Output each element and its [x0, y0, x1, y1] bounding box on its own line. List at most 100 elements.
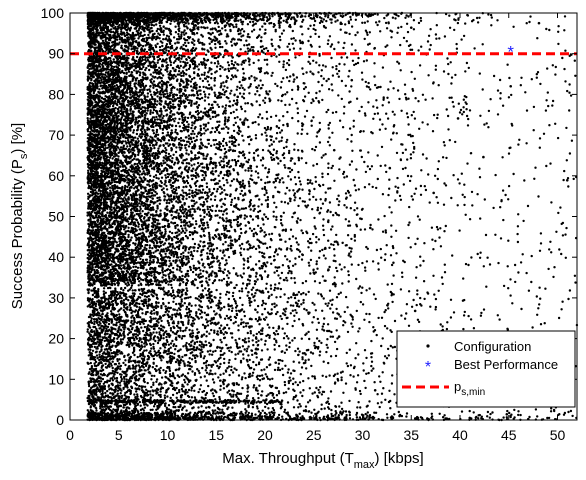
x-axis-label-sub: max	[354, 459, 375, 471]
configuration-point	[164, 102, 167, 105]
x-tick-label: 10	[160, 427, 176, 443]
configuration-point	[162, 344, 165, 347]
point-cloud	[86, 11, 579, 422]
configuration-point	[222, 379, 226, 382]
configuration-point	[105, 255, 109, 258]
y-axis-ticks: 0 10 20 30 40 50 60 70 80 90 100	[41, 5, 577, 428]
configuration-point	[175, 245, 179, 249]
configuration-point	[190, 199, 194, 202]
x-tick-label: 20	[257, 427, 273, 443]
configuration-point	[147, 366, 151, 369]
y-tick-label: 50	[48, 209, 64, 225]
legend-best-performance-marker: *	[425, 359, 431, 376]
configuration-point	[170, 165, 173, 169]
configuration-point	[123, 179, 126, 183]
configuration-point	[286, 122, 289, 126]
configuration-point	[96, 124, 100, 128]
configuration-point	[509, 84, 512, 88]
y-axis-label-main: Success Probability (P	[9, 159, 26, 309]
x-axis-ticks: 0 5 10 15 20 25 30 35 40 45 50	[66, 13, 565, 443]
configuration-point	[135, 301, 138, 305]
configuration-point	[268, 400, 272, 404]
y-tick-label: 70	[48, 127, 64, 143]
configuration-point	[88, 399, 91, 403]
configuration-point	[144, 237, 148, 240]
configuration-point	[182, 71, 186, 75]
legend-configuration-label: Configuration	[454, 339, 531, 354]
configuration-point	[127, 264, 130, 268]
configuration-point-cloud	[86, 11, 579, 422]
x-tick-label: 15	[208, 427, 224, 443]
configuration-point	[119, 222, 122, 225]
legend-ps-min-label-main: p	[454, 379, 461, 394]
configuration-point	[207, 18, 210, 22]
y-axis-label: Success Probability (Ps) [%]	[9, 123, 30, 309]
configuration-point	[432, 191, 435, 195]
configuration-point	[390, 417, 394, 421]
legend-configuration-marker	[426, 344, 430, 348]
configuration-point	[131, 116, 134, 120]
configuration-point	[537, 21, 541, 25]
configuration-point	[300, 14, 304, 18]
configuration-point	[304, 409, 308, 413]
configuration-point	[110, 326, 114, 330]
configuration-point	[198, 131, 201, 134]
y-axis-label-tail: ) [%]	[9, 123, 26, 154]
configuration-point	[215, 228, 219, 231]
series-points	[87, 13, 569, 421]
configuration-point	[89, 172, 92, 176]
configuration-point	[115, 30, 119, 34]
x-tick-label: 30	[355, 427, 371, 443]
y-tick-label: 10	[48, 371, 64, 387]
configuration-point	[99, 15, 103, 18]
configuration-point	[94, 232, 97, 236]
configuration-point	[158, 213, 161, 217]
legend-ps-min-label-sub: s,min	[461, 387, 485, 398]
configuration-point	[369, 226, 372, 230]
x-tick-label: 45	[501, 427, 517, 443]
legend-box	[396, 330, 576, 408]
configuration-point	[148, 140, 152, 143]
configuration-point	[272, 181, 276, 184]
configuration-point	[337, 335, 341, 338]
configuration-point	[482, 155, 485, 159]
configuration-point	[332, 148, 336, 152]
configuration-point	[102, 203, 106, 207]
configuration-point	[87, 275, 90, 279]
configuration-point	[90, 356, 93, 359]
x-tick-label: 5	[115, 427, 123, 443]
x-tick-label: 40	[452, 427, 468, 443]
y-tick-label: 30	[48, 290, 64, 306]
configuration-point	[274, 361, 278, 364]
configuration-point	[456, 117, 460, 120]
configuration-point	[350, 78, 354, 82]
x-tick-label: 0	[66, 427, 74, 443]
configuration-point	[185, 400, 189, 403]
y-tick-label: 100	[41, 5, 65, 21]
configuration-point	[229, 401, 233, 404]
configuration-point	[98, 385, 102, 388]
best-performance-layer: *	[507, 42, 514, 61]
configuration-point	[388, 166, 392, 170]
configuration-point	[108, 150, 112, 154]
configuration-point	[468, 416, 472, 420]
y-tick-label: 60	[48, 168, 64, 184]
configuration-point	[565, 178, 569, 182]
y-axis-label-sub: s	[18, 153, 30, 159]
configuration-point	[111, 86, 115, 90]
y-tick-label: 20	[48, 331, 64, 347]
configuration-point	[141, 400, 145, 404]
configuration-point	[259, 39, 263, 43]
configuration-point	[322, 417, 325, 420]
configuration-point	[409, 26, 413, 29]
configuration-point	[247, 290, 250, 294]
configuration-point	[153, 13, 157, 16]
y-tick-label: 0	[56, 412, 64, 428]
x-axis-label-tail: ) [kbps]	[375, 450, 424, 467]
configuration-point	[248, 189, 251, 193]
legend-best-performance-label: Best Performance	[454, 357, 558, 372]
configuration-point	[316, 208, 319, 212]
configuration-point	[413, 309, 417, 313]
x-axis-label: Max. Throughput (Tmax) [kbps]	[222, 450, 423, 471]
